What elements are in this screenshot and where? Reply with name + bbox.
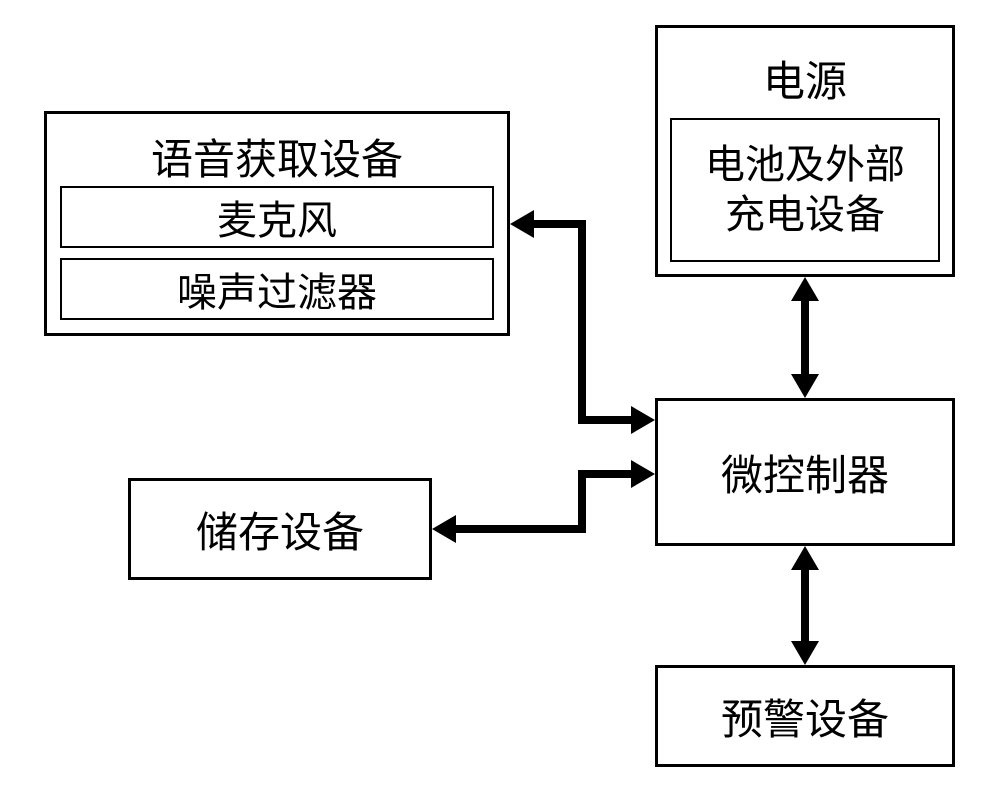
noise-filter-box: 噪声过滤器 xyxy=(60,258,494,320)
noise-filter-label: 噪声过滤器 xyxy=(177,260,377,318)
storage-box: 储存设备 xyxy=(128,478,432,580)
storage-title: 储存设备 xyxy=(196,499,364,560)
battery-box: 电池及外部 充电设备 xyxy=(670,118,940,262)
mcu-box: 微控制器 xyxy=(655,398,955,546)
alarm-box: 预警设备 xyxy=(655,665,955,767)
battery-label-line1: 电池及外部 xyxy=(705,140,905,190)
mcu-title: 微控制器 xyxy=(721,442,889,503)
diagram-canvas: 语音获取设备 麦克风 噪声过滤器 电源 电池及外部 充电设备 微控制器 储存设备… xyxy=(0,0,1000,806)
voice-device-title: 语音获取设备 xyxy=(44,126,510,187)
battery-label-line2: 充电设备 xyxy=(725,190,885,240)
power-title: 电源 xyxy=(655,48,955,109)
microphone-label: 麦克风 xyxy=(217,188,337,246)
alarm-title: 预警设备 xyxy=(721,686,889,747)
arrow-power-mcu xyxy=(791,277,819,398)
arrow-voice-mcu xyxy=(510,210,655,434)
arrow-storage-mcu xyxy=(432,460,655,543)
arrow-mcu-alarm xyxy=(791,546,819,665)
microphone-box: 麦克风 xyxy=(60,186,494,248)
